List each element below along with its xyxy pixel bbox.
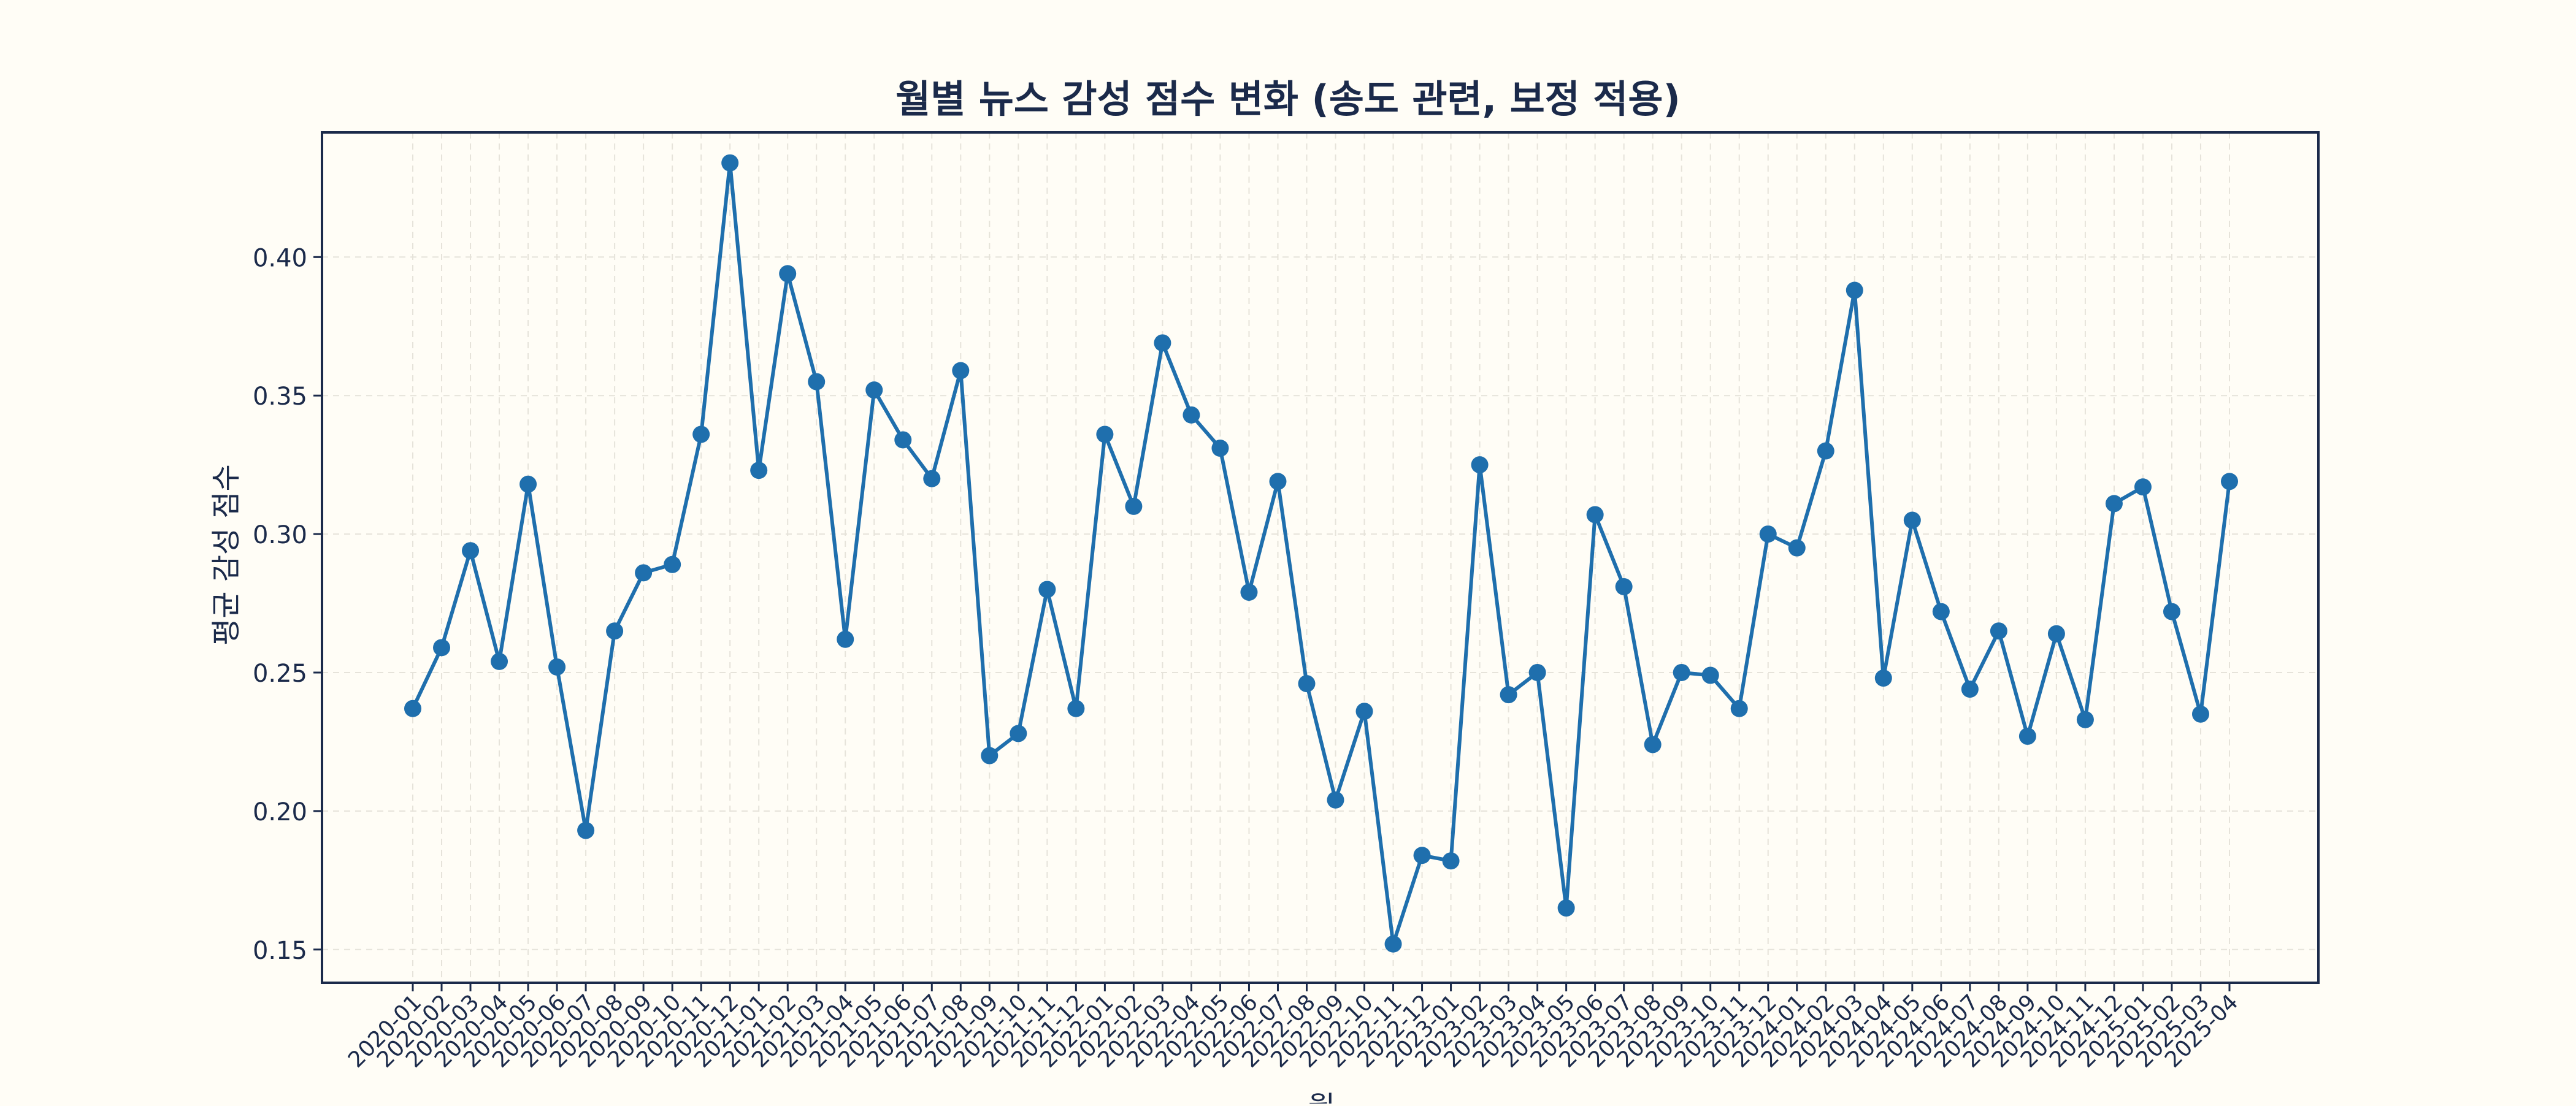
axes: [313, 131, 2320, 991]
data-point: [404, 700, 421, 717]
data-point: [2191, 705, 2209, 723]
data-point: [2221, 473, 2238, 490]
data-point: [1442, 852, 1460, 870]
data-point: [1846, 281, 1863, 299]
data-point: [721, 154, 739, 172]
data-point: [1500, 686, 1517, 704]
data-point: [1730, 700, 1748, 717]
data-point: [865, 381, 883, 399]
data-point: [1471, 456, 1489, 474]
data-point: [577, 822, 595, 839]
data-point: [491, 652, 508, 670]
data-point: [1557, 899, 1575, 917]
data-point: [433, 639, 451, 657]
data-point: [1067, 700, 1085, 717]
data-point: [548, 658, 566, 676]
data-point: [808, 373, 826, 391]
data-point: [2076, 711, 2094, 728]
data-point: [1327, 791, 1344, 809]
data-point: [1961, 681, 1979, 698]
data-point: [2047, 625, 2065, 643]
data-point: [837, 630, 854, 648]
data-point: [2018, 727, 2036, 745]
data-point: [750, 462, 768, 479]
data-point: [1990, 622, 2007, 640]
y-tick-label: 0.20: [253, 798, 307, 826]
data-point: [1211, 440, 1229, 457]
data-point: [1154, 334, 1171, 352]
data-point: [1125, 497, 1143, 515]
data-point: [779, 265, 797, 283]
data-point: [1759, 525, 1777, 543]
grid-lines: [322, 132, 2318, 983]
x-tick-labels: 2020-012020-022020-032020-042020-052020-…: [343, 990, 2243, 1072]
series-line: [411, 161, 2231, 946]
data-point: [894, 431, 912, 449]
data-point: [1269, 473, 1287, 490]
series-layer: [404, 154, 2238, 953]
data-point: [635, 564, 653, 582]
data-point: [664, 555, 681, 573]
data-point: [519, 475, 537, 493]
y-tick-labels: 0.15 0.20 0.25 0.30 0.35 0.40: [253, 244, 307, 964]
y-tick-label: 0.40: [253, 244, 307, 272]
y-tick-label: 0.25: [253, 660, 307, 688]
data-point: [1413, 847, 1431, 864]
y-axis-label: 평균 감성 점수: [209, 464, 243, 645]
data-point: [2105, 495, 2123, 513]
data-point: [1038, 581, 1056, 598]
data-point: [1010, 725, 1027, 742]
data-point: [1788, 539, 1806, 557]
data-point: [1355, 703, 1373, 720]
data-point: [606, 622, 624, 640]
data-point: [981, 747, 999, 765]
data-point: [1932, 603, 1950, 620]
data-point: [1644, 736, 1662, 753]
chart-title: 월별 뉴스 감성 점수 변화 (송도 관련, 보정 적용): [895, 77, 1681, 121]
data-point: [1384, 935, 1402, 953]
data-point: [1240, 583, 1258, 601]
data-point: [2163, 603, 2180, 620]
data-point: [1615, 578, 1633, 595]
y-tick-label: 0.35: [253, 383, 307, 411]
data-point: [952, 362, 970, 379]
y-tick-label: 0.30: [253, 521, 307, 549]
plot-frame: [321, 131, 2320, 984]
data-point: [1183, 406, 1200, 424]
data-point: [923, 470, 941, 487]
data-point: [692, 425, 710, 443]
data-point: [1096, 425, 1114, 443]
data-point: [1701, 666, 1719, 684]
x-axis-label: 월: [1308, 1090, 1335, 1104]
data-point: [1298, 675, 1316, 693]
data-point: [462, 542, 480, 560]
data-point: [2134, 478, 2152, 496]
y-tick-label: 0.15: [253, 937, 307, 965]
data-point: [1903, 511, 1921, 529]
data-point: [1874, 669, 1892, 687]
data-point: [1817, 442, 1834, 460]
data-point: [1673, 663, 1690, 681]
data-point: [1528, 663, 1546, 681]
data-point: [1586, 506, 1604, 524]
